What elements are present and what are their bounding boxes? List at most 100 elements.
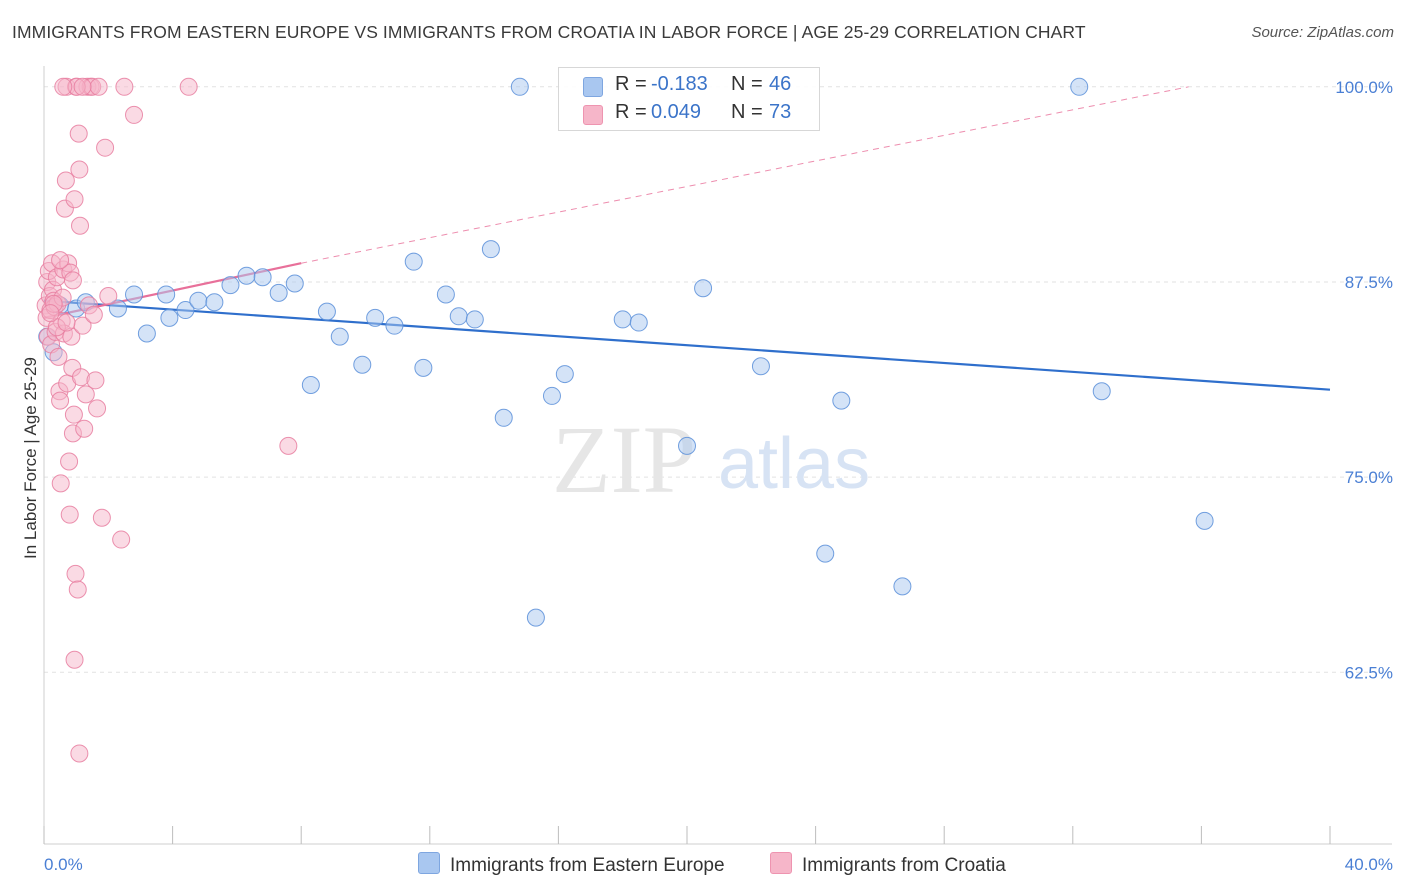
croatia-point [92, 508, 111, 527]
eastern-europe-point [160, 308, 179, 327]
legend-n-value: 46 [769, 73, 792, 95]
bottom-legend-swatch-eastern-europe [418, 852, 440, 874]
croatia-point [71, 216, 90, 235]
eastern-europe-point [832, 391, 851, 410]
trend-lines [43, 86, 1331, 391]
croatia-point [54, 77, 73, 96]
eastern-europe-point [542, 386, 561, 405]
croatia-point [69, 124, 88, 143]
croatia-point [70, 744, 89, 763]
croatia-point [115, 77, 134, 96]
bottom-legend-croatia: Immigrants from Croatia [770, 852, 1006, 878]
eastern-europe-point [125, 285, 144, 304]
croatia-point [125, 105, 144, 124]
eastern-europe-point [157, 285, 176, 304]
croatia-point [56, 171, 75, 190]
eastern-europe-point [816, 544, 835, 563]
y-tick-label: 100.0% [1335, 78, 1393, 97]
eastern-europe-point [205, 293, 224, 312]
eastern-europe-point [414, 358, 433, 377]
croatia-point [88, 399, 107, 418]
legend-n-label: N = [731, 73, 763, 95]
source-credit: Source: ZipAtlas.com [1251, 24, 1394, 41]
legend-n-label: N = [731, 101, 763, 123]
watermark-zip: ZIP [552, 406, 696, 513]
croatia-point [63, 271, 82, 290]
croatia-point [75, 419, 94, 438]
croatia-trend-extension [301, 86, 1189, 264]
eastern-europe-point [555, 365, 574, 384]
eastern-europe-point [137, 324, 156, 343]
eastern-europe-point [269, 283, 288, 302]
axes [43, 66, 1392, 845]
eastern-europe-point [1070, 77, 1089, 96]
croatia-point [51, 251, 70, 270]
eastern-europe-point [404, 252, 423, 271]
eastern-europe-point [301, 376, 320, 394]
eastern-europe-point [449, 307, 468, 326]
eastern-europe-point [1092, 382, 1111, 401]
croatia-point [49, 347, 68, 366]
x-tick-label: 0.0% [44, 855, 83, 874]
eastern-europe-point [330, 327, 349, 346]
croatia-point [76, 385, 95, 404]
eastern-europe-point [481, 240, 500, 259]
croatia-point [41, 304, 60, 323]
y-axis-label: In Labor Force | Age 25-29 [21, 357, 40, 559]
eastern-europe-point [694, 279, 713, 298]
x-tick-label: 40.0% [1345, 855, 1393, 874]
croatia-point [112, 530, 131, 549]
eastern-europe-point [317, 302, 336, 321]
eastern-europe-point [678, 436, 696, 455]
eastern-europe-point [237, 266, 256, 285]
croatia-point [51, 391, 70, 410]
eastern-europe-point [751, 357, 770, 376]
stats-legend: R = -0.183 N = 46 R = 0.049 N = 73 [558, 67, 820, 131]
legend-n-value: 73 [769, 101, 792, 123]
eastern-europe-point [465, 310, 484, 329]
eastern-europe-point [189, 291, 208, 310]
legend-r-label: R = [615, 101, 647, 123]
croatia-point [66, 564, 85, 583]
eastern-europe-point [385, 316, 404, 335]
y-tick-label: 75.0% [1345, 468, 1393, 487]
croatia-point [65, 190, 84, 209]
eastern-europe-point [629, 313, 648, 332]
eastern-europe-point [526, 608, 545, 627]
eastern-europe-point [1195, 511, 1214, 530]
watermark: ZIP atlas [552, 406, 870, 513]
croatia-point [89, 77, 108, 96]
croatia-point [64, 405, 83, 424]
croatia-point [51, 474, 70, 493]
croatia-point [65, 650, 84, 669]
eastern-europe-point [494, 408, 513, 427]
data-points [36, 77, 1214, 763]
croatia-point [60, 452, 79, 471]
eastern-europe-point [176, 301, 195, 320]
y-tick-label: 87.5% [1345, 273, 1393, 292]
bottom-legend-swatch-croatia [770, 852, 792, 874]
bottom-legend-eastern-europe: Immigrants from Eastern Europe [418, 852, 725, 878]
eastern-europe-trend-line [43, 299, 1331, 391]
eastern-europe-point [253, 268, 272, 287]
eastern-europe-point [613, 310, 632, 329]
croatia-point [179, 77, 198, 96]
croatia-point [57, 313, 76, 332]
eastern-europe-point [221, 276, 240, 295]
bottom-legend-label: Immigrants from Eastern Europe [450, 855, 725, 876]
eastern-europe-point [285, 274, 304, 293]
eastern-europe-point [353, 355, 372, 374]
croatia-point [68, 580, 87, 599]
croatia-point [96, 138, 115, 157]
croatia-point [60, 505, 79, 524]
bottom-legend-label: Immigrants from Croatia [802, 855, 1006, 876]
legend-r-value: -0.183 [651, 73, 708, 95]
legend-r-value: 0.049 [651, 101, 702, 123]
chart-title: IMMIGRANTS FROM EASTERN EUROPE VS IMMIGR… [12, 22, 1086, 42]
eastern-europe-point [366, 308, 385, 327]
y-tick-label: 62.5% [1345, 663, 1393, 682]
legend-r-label: R = [615, 73, 647, 95]
eastern-europe-point [108, 299, 127, 318]
legend-swatch-croatia [583, 105, 603, 125]
